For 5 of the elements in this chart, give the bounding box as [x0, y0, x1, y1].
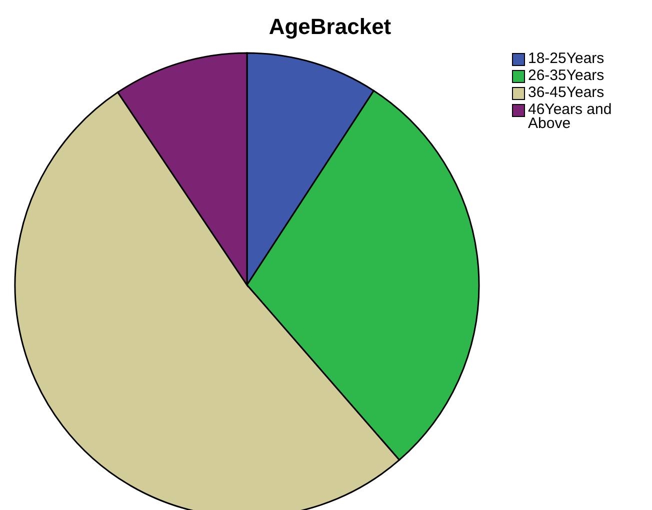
legend-label: 36-45Years [528, 84, 606, 101]
legend-label: 46Years and Above [528, 101, 613, 132]
legend-label: 26-35Years [528, 67, 606, 84]
legend-label: 18-25Years [528, 50, 606, 67]
chart-title: AgeBracket [268, 14, 392, 40]
